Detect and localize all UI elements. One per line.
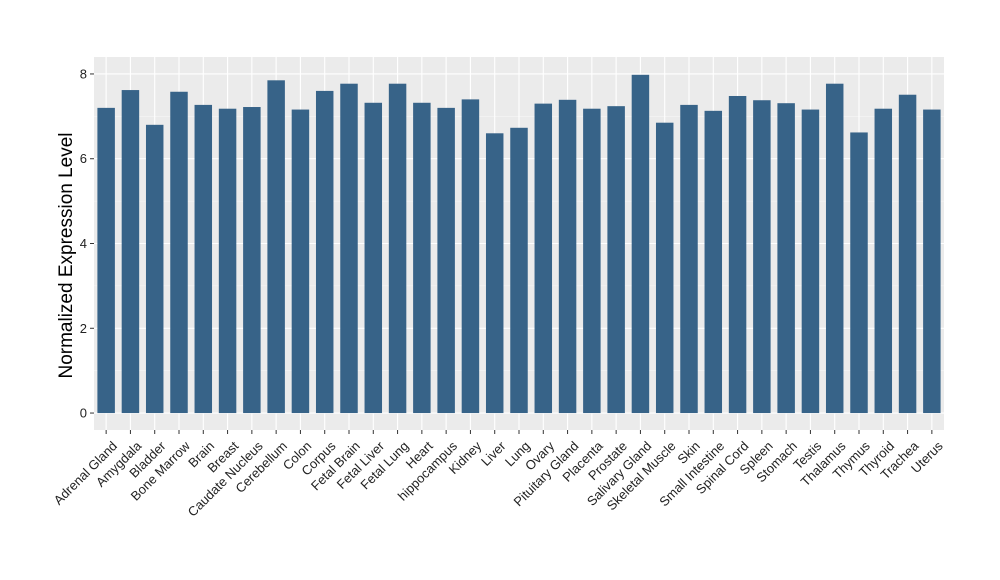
y-tick-label: 4	[80, 236, 87, 251]
bar	[777, 103, 795, 414]
bar	[850, 132, 868, 414]
bar	[315, 90, 334, 414]
bar	[728, 95, 747, 414]
bars	[97, 74, 941, 414]
y-tick-label: 8	[80, 66, 87, 81]
bar	[340, 83, 358, 414]
bar	[121, 90, 140, 414]
bar	[437, 107, 455, 414]
bar	[704, 110, 723, 414]
bar	[655, 122, 674, 414]
bar	[413, 102, 431, 414]
bar	[461, 99, 480, 414]
bar	[243, 107, 261, 414]
bar	[145, 124, 164, 414]
y-axis-title: Normalized Expression Level	[56, 132, 77, 378]
x-tick-label: Liver	[478, 438, 509, 469]
bar	[170, 91, 188, 414]
bar	[631, 74, 650, 414]
bar	[801, 109, 820, 414]
y-tick-label: 6	[80, 151, 87, 166]
y-tick-label: 2	[80, 321, 87, 336]
bar	[510, 127, 528, 414]
bar	[218, 108, 237, 414]
bar	[534, 103, 553, 414]
bar	[753, 100, 771, 414]
bar	[825, 83, 844, 414]
bar	[680, 104, 698, 414]
bar	[923, 109, 941, 414]
y-axis: 0 2 4 6 8	[80, 66, 94, 421]
bar	[364, 102, 383, 414]
bar	[291, 109, 310, 414]
bar	[267, 80, 285, 414]
bar	[388, 83, 407, 414]
y-tick-label: 0	[80, 406, 87, 421]
bar	[558, 99, 577, 414]
bar	[898, 94, 917, 414]
bar	[583, 108, 601, 414]
bar	[97, 107, 115, 414]
bar	[874, 108, 893, 414]
bar	[607, 106, 625, 414]
bar	[194, 104, 213, 414]
bar	[485, 133, 504, 414]
